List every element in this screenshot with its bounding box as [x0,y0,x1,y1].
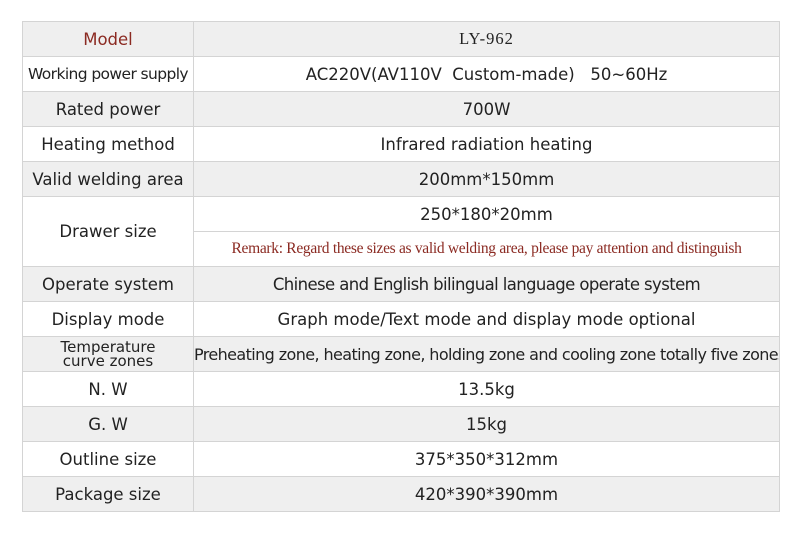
row-label: Model [22,21,194,57]
row-label: Temperature curve zones [22,336,194,372]
row-value: Chinese and English bilingual language o… [193,266,780,302]
table-row: Rated power 700W [22,91,780,127]
row-label: Valid welding area [22,161,194,197]
row-value: AC220V(AV110V Custom-made) 50~60Hz [193,56,780,92]
table-row: Package size 420*390*390mm [22,476,780,512]
row-label: Operate system [22,266,194,302]
row-label: N. W [22,371,194,407]
table-row: Remark: Regard these sizes as valid weld… [23,231,780,267]
row-value: 200mm*150mm [193,161,780,197]
row-value: Preheating zone, heating zone, holding z… [193,336,780,372]
table-row: Operate system Chinese and English bilin… [22,266,780,302]
table-row: Working power supply AC220V(AV110V Custo… [22,56,780,92]
spec-table: Model LY-962 Working power supply AC220V… [22,21,780,512]
row-value: 15kg [193,406,780,442]
row-label: Display mode [22,301,194,337]
row-value: 375*350*312mm [193,441,780,477]
table-row: Model LY-962 [22,21,780,57]
table-row: N. W 13.5kg [22,371,780,407]
row-label: Working power supply [22,56,194,92]
remark-text: Remark: Regard these sizes as valid weld… [193,231,780,267]
row-label: Outline size [22,441,194,477]
row-value: Infrared radiation heating [193,126,780,162]
row-label: G. W [22,406,194,442]
row-value: Graph mode/Text mode and display mode op… [193,301,780,337]
row-value: 13.5kg [193,371,780,407]
table-row: Heating method Infrared radiation heatin… [22,126,780,162]
row-label: Heating method [22,126,194,162]
table-row: Display mode Graph mode/Text mode and di… [22,301,780,337]
row-label: Rated power [22,91,194,127]
table-row: Drawer size 250*180*20mm [22,196,780,267]
table-row: Outline size 375*350*312mm [22,441,780,477]
table-row: G. W 15kg [22,406,780,442]
table-row: Temperature curve zones Preheating zone,… [22,336,780,372]
row-label: Drawer size [22,196,194,267]
row-value: 250*180*20mm [193,196,780,232]
table-row: Valid welding area 200mm*150mm [22,161,780,197]
row-value: LY-962 [193,21,780,57]
row-value: 700W [193,91,780,127]
row-label: Package size [22,476,194,512]
row-value: 420*390*390mm [193,476,780,512]
